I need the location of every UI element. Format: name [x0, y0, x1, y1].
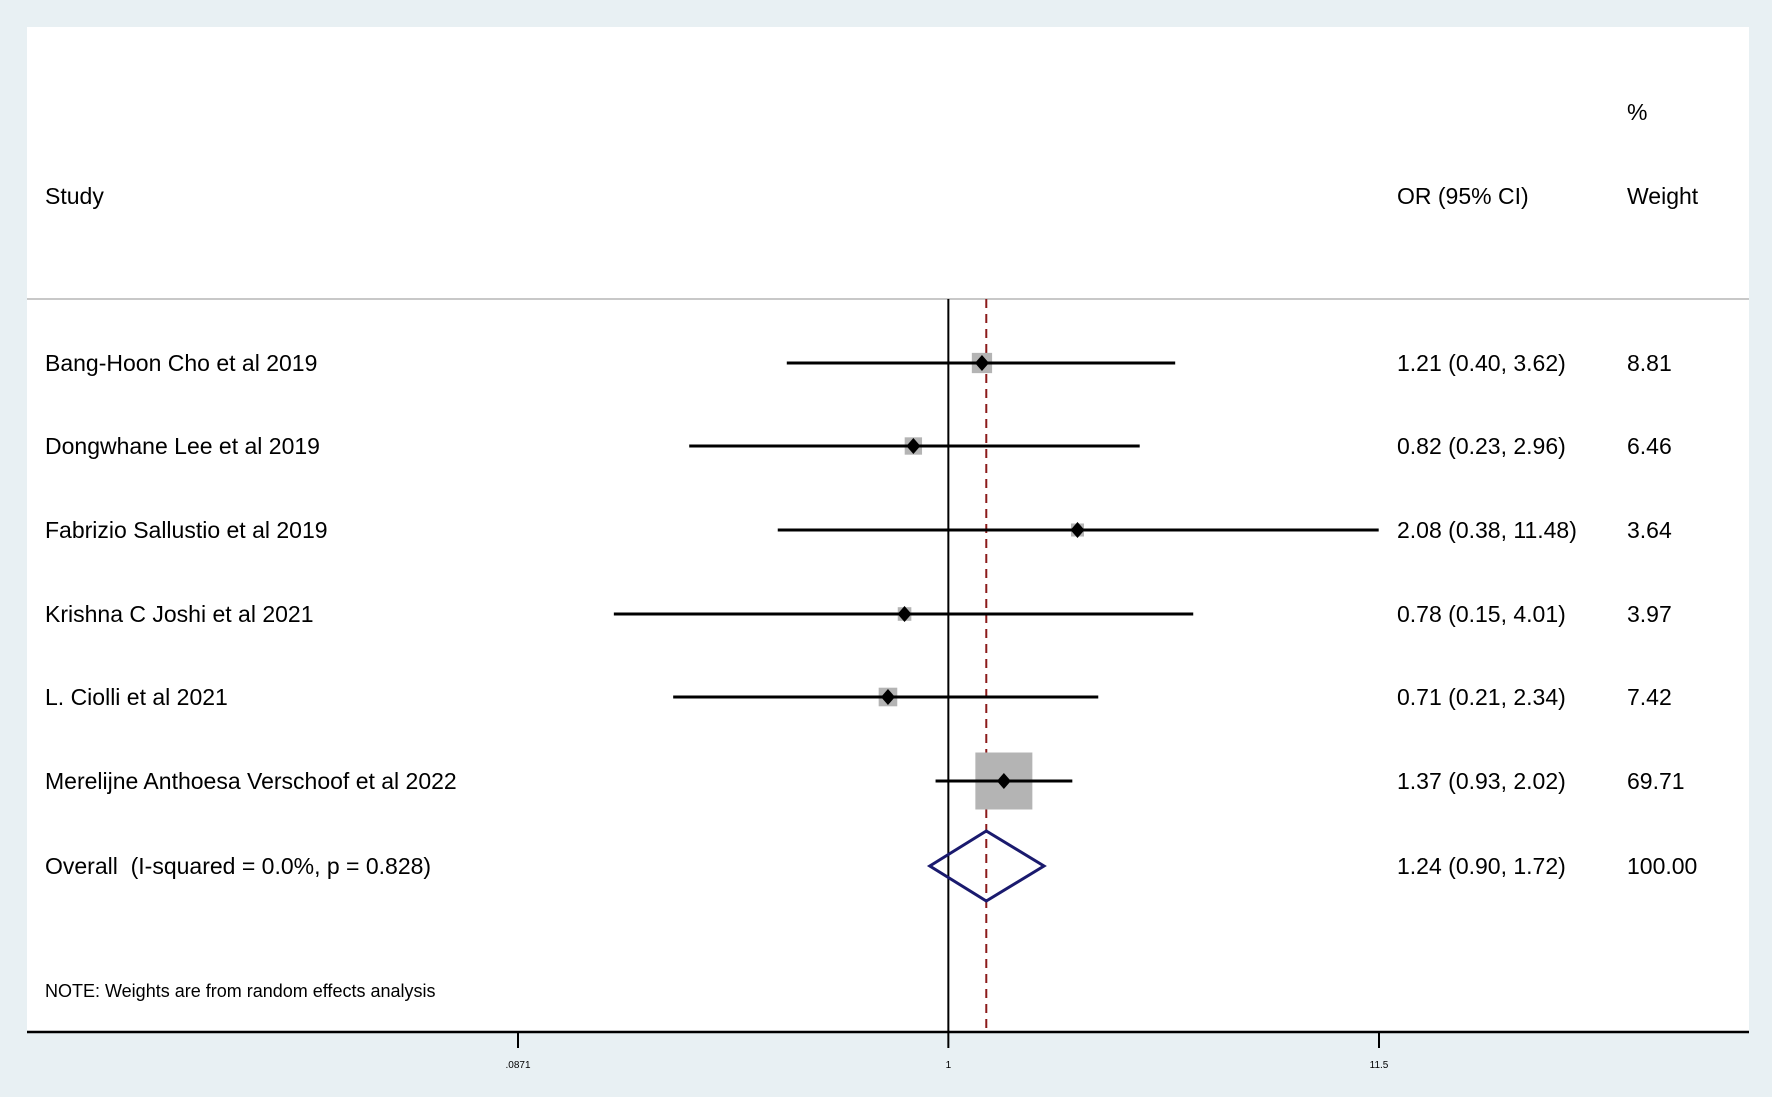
- weight-label: 69.71: [1627, 768, 1685, 794]
- overall-weight-label: 100.00: [1627, 853, 1697, 879]
- study-label: Bang-Hoon Cho et al 2019: [45, 350, 317, 376]
- header-or: OR (95% CI): [1397, 183, 1529, 209]
- weight-label: 3.97: [1627, 601, 1672, 627]
- weight-label: 3.64: [1627, 517, 1672, 543]
- study-label: Merelijne Anthoesa Verschoof et al 2022: [45, 768, 457, 794]
- study-label: Dongwhane Lee et al 2019: [45, 433, 320, 459]
- or-ci-label: 0.71 (0.21, 2.34): [1397, 684, 1566, 710]
- header-weight: Weight: [1627, 183, 1699, 209]
- weight-label: 6.46: [1627, 433, 1672, 459]
- or-ci-label: 1.37 (0.93, 2.02): [1397, 768, 1566, 794]
- point-estimate: [897, 606, 912, 622]
- study-label: Krishna C Joshi et al 2021: [45, 601, 314, 627]
- or-ci-label: 1.21 (0.40, 3.62): [1397, 350, 1566, 376]
- overall-label: Overall (I-squared = 0.0%, p = 0.828): [45, 853, 431, 879]
- overall-or-ci-label: 1.24 (0.90, 1.72): [1397, 853, 1566, 879]
- point-estimate: [906, 438, 921, 454]
- or-ci-label: 0.82 (0.23, 2.96): [1397, 433, 1566, 459]
- weight-label: 7.42: [1627, 684, 1672, 710]
- point-estimate: [1070, 522, 1085, 538]
- note: NOTE: Weights are from random effects an…: [45, 981, 435, 1001]
- point-estimate: [996, 773, 1011, 789]
- point-estimate: [880, 689, 895, 705]
- header-weight-percent: %: [1627, 99, 1647, 125]
- x-tick-label: .0871: [505, 1060, 530, 1071]
- overall-diamond: [926, 829, 1047, 903]
- weight-label: 8.81: [1627, 350, 1672, 376]
- or-ci-label: 0.78 (0.15, 4.01): [1397, 601, 1566, 627]
- study-label: L. Ciolli et al 2021: [45, 684, 228, 710]
- point-estimate: [974, 355, 989, 371]
- or-ci-label: 2.08 (0.38, 11.48): [1397, 517, 1577, 543]
- x-tick-label: 11.5: [1370, 1060, 1389, 1071]
- header-study: Study: [45, 183, 104, 209]
- x-tick-label: 1: [946, 1060, 952, 1071]
- study-label: Fabrizio Sallustio et al 2019: [45, 517, 328, 543]
